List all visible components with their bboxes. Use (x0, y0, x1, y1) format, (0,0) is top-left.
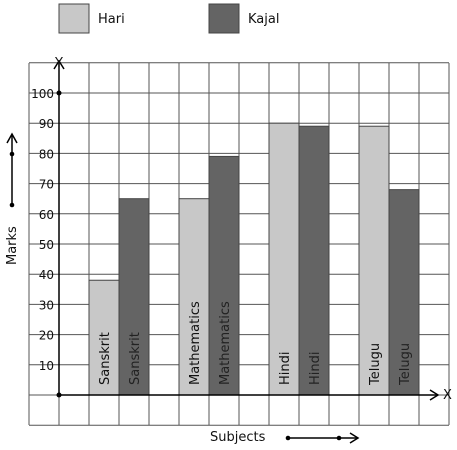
bar-category-label: Sanskrit (98, 332, 113, 385)
y-tick-label: 100 (31, 87, 54, 101)
bar-category-label: Hindi (278, 352, 293, 386)
legend-label-hari: Hari (98, 12, 125, 27)
y-axis-label: Marks (5, 226, 20, 265)
y-tick-label: 60 (39, 208, 54, 222)
bar-category-label: Sanskrit (128, 332, 143, 385)
y-tick-label: 80 (39, 147, 54, 161)
xlabel-arrow-dot (336, 435, 342, 441)
legend-swatch-hari (58, 3, 90, 34)
y-axis-arrow (53, 59, 65, 70)
x-axis-label: Subjects (210, 430, 266, 445)
x-axis-arrow (429, 389, 440, 401)
axes (6, 59, 440, 444)
bar-category-label: Hindi (308, 352, 323, 386)
xlabel-arrow-dot (285, 435, 291, 441)
y-tick-label: 70 (39, 178, 54, 192)
bar-category-label: Mathematics (218, 301, 233, 385)
y-tick-label: 40 (39, 268, 54, 282)
bar-kajal-hindi (298, 125, 330, 396)
y-tick-label: 90 (39, 117, 54, 131)
bar-category-label: Telugu (368, 343, 383, 386)
x-axis-letter: X (443, 388, 452, 403)
bar-kajal-telugu (388, 189, 420, 396)
bar-category-label: Mathematics (188, 301, 203, 385)
y-tick-label: 50 (39, 238, 54, 252)
legend: Hari Kajal (58, 3, 279, 34)
origin-dot (56, 392, 62, 398)
y-tick-label: 20 (39, 329, 54, 343)
ylabel-arrowhead (6, 132, 18, 144)
y-tick-label: 30 (39, 298, 54, 312)
ylabel-arrow-dot (9, 151, 15, 157)
legend-swatch-kajal (208, 3, 240, 34)
xlabel-arrowhead (349, 432, 360, 444)
bars: Sanskrit Sanskrit Mathematics Mathematics Hi… (88, 122, 420, 396)
y-ticks: 10 20 30 40 50 60 70 80 90 100 (31, 87, 54, 373)
legend-label-kajal: Kajal (248, 12, 279, 27)
bar-category-label: Telugu (398, 343, 413, 386)
y-tick-label: 10 (39, 359, 54, 373)
bar-hari-sanskrit (88, 279, 120, 396)
axis-dot (56, 90, 62, 96)
ylabel-arrow-dot (9, 202, 15, 208)
bar-hari-hindi (268, 122, 300, 396)
y-axis-letter: Y (54, 56, 63, 71)
